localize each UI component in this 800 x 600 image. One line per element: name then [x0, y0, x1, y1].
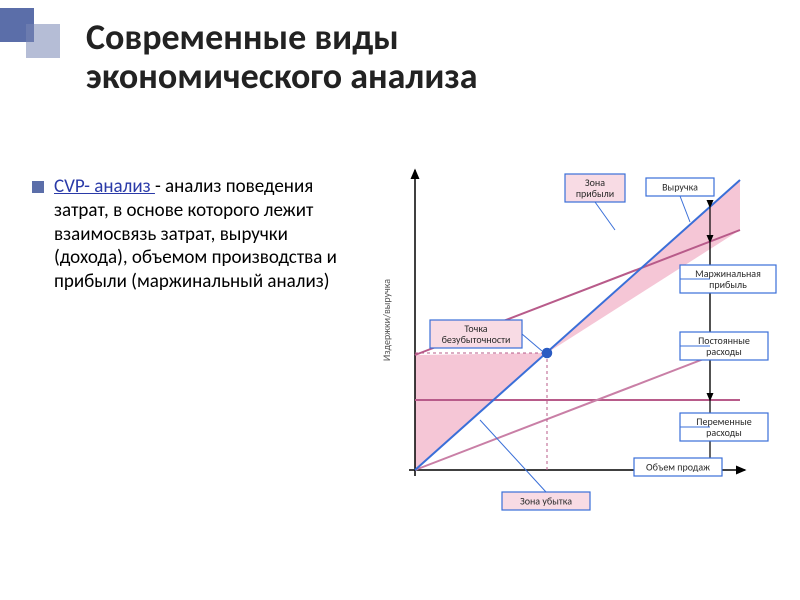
bullet-square-icon [32, 181, 44, 193]
svg-text:Выручка: Выручка [662, 181, 698, 194]
y-axis-label: Издержки/выручка [380, 279, 393, 361]
body-paragraph: CVP- анализ - анализ поведения затрат, в… [54, 175, 352, 294]
svg-text:безубыточности: безубыточности [442, 333, 511, 346]
label-variable: Переменныерасходы [680, 413, 768, 441]
label-fixed: Постоянныерасходы [680, 332, 768, 360]
cvp-term: CVP- анализ [54, 175, 155, 198]
decoration-square-2 [26, 24, 60, 58]
slide-title: Современные виды экономического анализа [86, 18, 780, 96]
title-line-1: Современные виды [86, 18, 780, 57]
breakeven-point [543, 349, 552, 358]
body-text-block: CVP- анализ - анализ поведения затрат, в… [32, 175, 352, 294]
label-profit-zone: Зонаприбыли [565, 174, 625, 202]
svg-text:расходы: расходы [706, 345, 742, 358]
slide: Современные виды экономического анализа … [0, 0, 800, 600]
pointer-profit-zone [595, 202, 615, 230]
bullet-item: CVP- анализ - анализ поведения затрат, в… [32, 175, 352, 294]
label-revenue: Выручка [646, 178, 714, 196]
breakeven-chart: Издержки/выручка Зонаприбыли Выручка Точкаб… [370, 160, 780, 540]
label-volume: Объем продаж [634, 458, 722, 476]
pointer-loss-zone [480, 420, 546, 492]
pointer-revenue [680, 196, 690, 222]
svg-text:Объем продаж: Объем продаж [646, 461, 710, 474]
corner-decoration [0, 8, 80, 62]
label-breakeven: Точкабезубыточности [430, 320, 522, 348]
svg-text:прибыль: прибыль [709, 278, 747, 291]
chart-svg: Издержки/выручка Зонаприбыли Выручка Точкаб… [370, 160, 780, 540]
pointer-breakeven [522, 334, 542, 351]
svg-text:прибыли: прибыли [576, 187, 614, 200]
label-loss-zone: Зона убытка [502, 492, 590, 510]
svg-text:расходы: расходы [706, 426, 742, 439]
svg-text:Зона убытка: Зона убытка [520, 495, 572, 508]
label-marginal: Маржинальнаяприбыль [680, 265, 776, 293]
title-line-2: экономического анализа [86, 57, 780, 96]
